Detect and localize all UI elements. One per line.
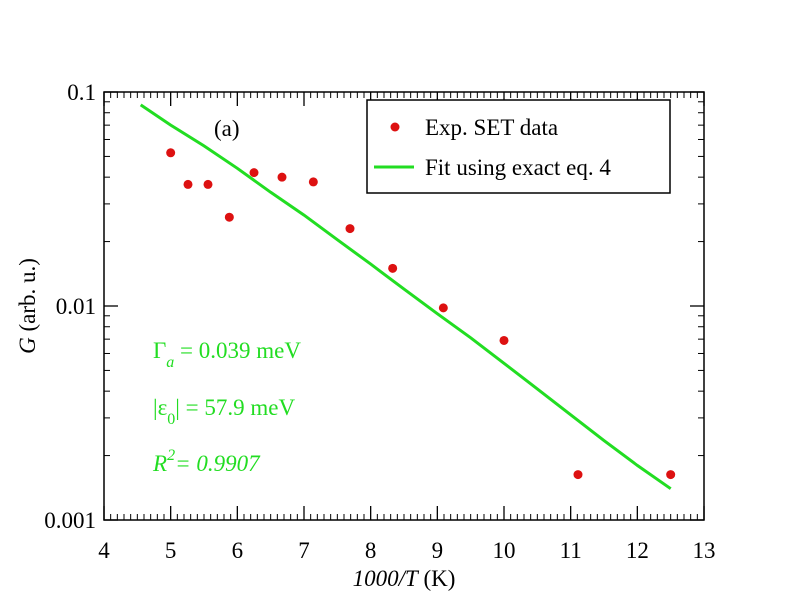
annotation-epsilon: |ε0| = 57.9 meV bbox=[153, 395, 295, 428]
data-point bbox=[183, 179, 193, 189]
annotation-r2-rest: = 0.9907 bbox=[175, 451, 261, 476]
annotation-eps-open: |ε bbox=[153, 395, 167, 420]
x-axis-label: 1000/T (K) bbox=[353, 566, 456, 591]
y-tick-label: 0.01 bbox=[56, 294, 96, 319]
data-point bbox=[388, 263, 398, 273]
annotation-r2-symbol: R bbox=[152, 451, 167, 476]
legend-marker-exp bbox=[390, 122, 400, 132]
legend-label-exp: Exp. SET data bbox=[425, 115, 558, 140]
panel-label: (a) bbox=[214, 116, 240, 141]
data-point bbox=[345, 224, 355, 234]
data-points bbox=[166, 148, 676, 480]
annotation-gamma-sub: a bbox=[166, 354, 174, 371]
fit-line bbox=[139, 103, 672, 490]
x-tick-label: 11 bbox=[560, 538, 582, 563]
data-point bbox=[249, 168, 259, 178]
y-tick-label: 0.1 bbox=[67, 80, 96, 105]
data-point bbox=[203, 179, 213, 189]
x-tick-label: 5 bbox=[165, 538, 177, 563]
data-point bbox=[166, 148, 176, 158]
annotation-gamma: Γa = 0.039 meV bbox=[153, 338, 301, 371]
data-point bbox=[499, 335, 509, 345]
data-point bbox=[438, 303, 448, 313]
x-tick-label: 12 bbox=[626, 538, 649, 563]
minor-ticks bbox=[104, 92, 704, 520]
data-point bbox=[308, 177, 318, 187]
data-point bbox=[277, 172, 287, 182]
x-tick-label: 4 bbox=[98, 538, 110, 563]
data-point bbox=[666, 470, 676, 480]
annotation-eps-rest: | = 57.9 meV bbox=[175, 395, 295, 420]
x-axis-label-var: 1000/T bbox=[353, 566, 420, 591]
x-tick-label: 13 bbox=[693, 538, 716, 563]
y-axis-label: G (arb. u.) bbox=[15, 258, 40, 354]
annotation-r2: R2= 0.9907 bbox=[152, 447, 261, 476]
x-tick-label: 6 bbox=[232, 538, 244, 563]
y-tick-label: 0.001 bbox=[44, 508, 96, 533]
y-axis-label-var: G bbox=[15, 337, 40, 354]
annotation-r2-sup: 2 bbox=[167, 447, 175, 464]
x-axis-label-unit: (K) bbox=[418, 566, 456, 591]
annotation-eps-sub: 0 bbox=[167, 411, 175, 428]
annotation-gamma-symbol: Γ bbox=[153, 338, 166, 363]
x-tick-label: 10 bbox=[493, 538, 516, 563]
y-axis-label-unit: (arb. u.) bbox=[15, 258, 40, 337]
tick-labels: 4 5 6 7 8 9 10 11 12 13 0.001 0.01 0.1 bbox=[44, 80, 715, 563]
legend: Exp. SET data Fit using exact eq. 4 bbox=[366, 99, 671, 194]
data-point bbox=[224, 212, 234, 222]
x-tick-label: 7 bbox=[298, 538, 310, 563]
data-point bbox=[573, 470, 583, 480]
legend-box bbox=[366, 99, 671, 194]
x-tick-label: 8 bbox=[365, 538, 377, 563]
x-tick-label: 9 bbox=[432, 538, 444, 563]
legend-label-fit: Fit using exact eq. 4 bbox=[425, 155, 611, 180]
annotation-gamma-rest: = 0.039 meV bbox=[174, 338, 301, 363]
